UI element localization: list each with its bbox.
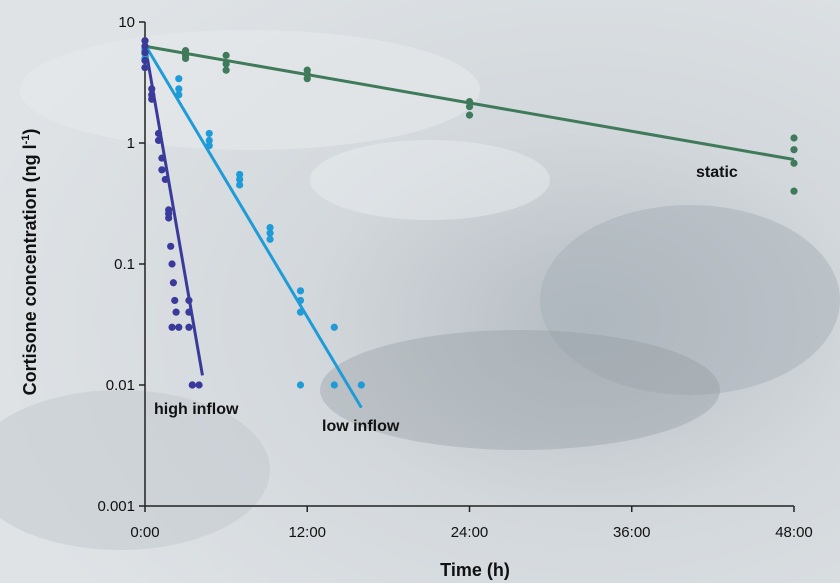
data-point-static: [465, 102, 474, 111]
data-point-high-inflow: [148, 85, 156, 93]
data-point-low-inflow: [205, 136, 213, 145]
y-tick-label: 0.01: [106, 377, 135, 394]
data-point-high-inflow: [154, 129, 163, 138]
data-point-high-inflow: [185, 323, 193, 331]
x-tick-label: 12:00: [288, 524, 326, 541]
data-point-low-inflow: [296, 308, 305, 316]
y-axis-title-close: ): [20, 129, 40, 135]
data-point-high-inflow: [188, 381, 196, 389]
data-point-static: [790, 187, 798, 195]
trend-line-low-inflow: [143, 43, 363, 409]
data-point-low-inflow: [236, 170, 244, 179]
data-point-high-inflow: [169, 279, 177, 287]
y-tick-label: 0.1: [114, 256, 135, 273]
data-point-high-inflow: [172, 308, 180, 316]
y-axis-title-main: Cortisone concentration (ng l: [20, 144, 40, 395]
data-point-high-inflow: [141, 37, 149, 45]
data-point-low-inflow: [205, 142, 213, 150]
data-point-high-inflow: [167, 242, 175, 250]
data-point-low-inflow: [296, 381, 305, 389]
y-axis-title: Cortisone concentration (ng l-1): [20, 129, 40, 396]
data-point-low-inflow: [296, 296, 305, 305]
data-points: [141, 37, 798, 389]
data-point-high-inflow: [161, 175, 169, 184]
x-tick-label: 0:00: [130, 524, 159, 541]
data-point-static: [303, 75, 311, 83]
data-point-static: [222, 51, 230, 59]
data-point-low-inflow: [236, 175, 244, 184]
annotation-static: static: [696, 164, 738, 181]
y-axis-ticks: 10 1 0.1 0.01 0.001: [97, 14, 145, 515]
data-point-low-inflow: [175, 85, 183, 93]
annotation-low-inflow: low inflow: [322, 418, 400, 435]
data-point-low-inflow: [175, 75, 183, 83]
data-point-high-inflow: [141, 56, 149, 65]
y-tick-label: 0.001: [97, 498, 135, 515]
x-tick-label: 48:00: [775, 524, 813, 541]
data-point-low-inflow: [175, 91, 183, 99]
y-tick-label: 10: [118, 14, 135, 31]
data-point-static: [465, 111, 474, 119]
data-point-low-inflow: [296, 287, 305, 295]
data-point-low-inflow: [266, 229, 274, 237]
data-point-low-inflow: [236, 181, 244, 189]
data-point-low-inflow: [330, 381, 338, 389]
data-point-high-inflow: [158, 166, 166, 174]
data-point-high-inflow: [141, 48, 149, 57]
y-axis-title-superscript: -1: [20, 135, 32, 145]
data-point-high-inflow: [195, 381, 203, 389]
data-point-high-inflow: [141, 42, 149, 50]
data-point-high-inflow: [141, 63, 149, 72]
data-point-high-inflow: [154, 136, 163, 145]
data-point-static: [181, 54, 190, 63]
data-point-high-inflow: [171, 296, 179, 305]
x-tick-label: 36:00: [613, 524, 651, 541]
data-point-low-inflow: [266, 223, 274, 232]
data-point-low-inflow: [330, 323, 338, 331]
data-point-static: [790, 159, 798, 167]
data-point-high-inflow: [168, 260, 176, 268]
data-point-high-inflow: [185, 308, 193, 316]
data-point-high-inflow: [158, 154, 166, 162]
annotation-high-inflow: high inflow: [154, 401, 239, 418]
data-point-high-inflow: [165, 214, 173, 222]
x-axis-ticks: 0:00 12:00 24:00 36:00 48:00: [130, 506, 813, 541]
data-point-static: [465, 97, 474, 106]
data-point-static: [222, 60, 230, 68]
data-point-static: [790, 146, 798, 154]
data-point-high-inflow: [148, 95, 156, 103]
y-tick-label: 1: [127, 135, 135, 152]
data-point-low-inflow: [205, 129, 213, 138]
data-point-static: [222, 66, 230, 74]
data-point-high-inflow: [175, 323, 183, 331]
x-tick-label: 24:00: [451, 524, 489, 541]
data-point-high-inflow: [168, 323, 176, 331]
data-point-high-inflow: [185, 296, 193, 305]
data-point-low-inflow: [357, 381, 365, 389]
data-point-static: [790, 134, 798, 142]
data-point-low-inflow: [266, 235, 274, 243]
x-axis-title: Time (h): [440, 560, 510, 580]
